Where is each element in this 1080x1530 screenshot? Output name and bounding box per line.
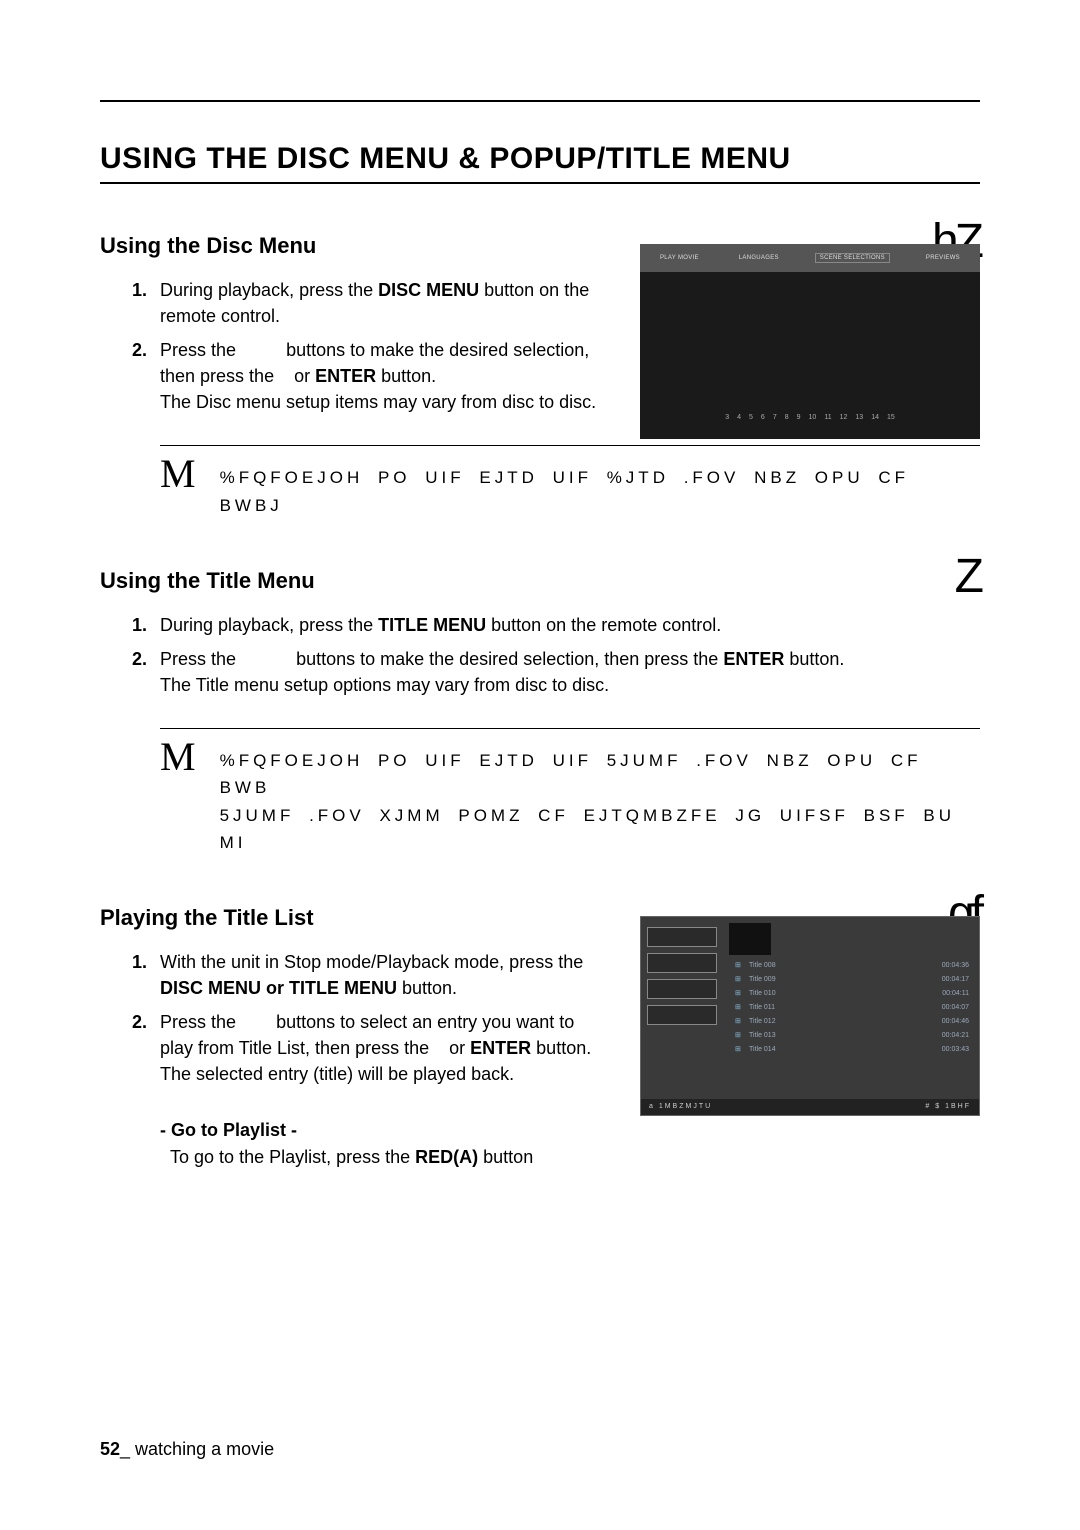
- title-menu-bold: TITLE MENU: [378, 615, 486, 635]
- playlist-bold: RED(A): [415, 1147, 478, 1167]
- title-list-heading: Playing the Title List: [100, 905, 314, 931]
- step-text: button.: [376, 366, 436, 386]
- n: 9: [797, 414, 801, 421]
- playlist-heading: - Go to Playlist -: [160, 1120, 297, 1140]
- note-text: %FQFOEJOH PO UIF EJTD UIF %JTD .FOV NBZ …: [220, 454, 980, 518]
- step-text: The Disc menu setup items may vary from …: [160, 392, 596, 412]
- enter-bold: ENTER: [470, 1038, 531, 1058]
- disc-tab: PREVIEWS: [922, 255, 964, 261]
- title-list-bold: DISC MENU or TITLE MENU: [160, 978, 397, 998]
- disc-menu-heading: Using the Disc Menu: [100, 233, 316, 259]
- step-number: 1.: [132, 949, 147, 975]
- step-number: 2.: [132, 1009, 147, 1035]
- title-row: ⊞Title 00800:04:36: [729, 959, 975, 973]
- note-row: M %FQFOEJOH PO UIF EJTD UIF %JTD .FOV NB…: [100, 454, 980, 518]
- note-divider: [160, 728, 980, 729]
- thumb: [647, 1005, 717, 1025]
- step-text: or: [289, 366, 315, 386]
- step-text: Press the: [160, 1012, 241, 1032]
- step-text: With the unit in Stop mode/Playback mode…: [160, 952, 583, 972]
- step-text: Press the: [160, 649, 241, 669]
- title-menu-steps: 1. During playback, press the TITLE MENU…: [100, 612, 980, 698]
- step-text: buttons to make the desired selection, t…: [291, 649, 723, 669]
- title-list-mock: eo ⊞Title 00800:04:36⊞Title 00900:04:17⊞…: [640, 916, 980, 1116]
- section-title-menu: Using the Title Menu Z 1. During playbac…: [100, 549, 980, 698]
- step-text: button.: [397, 978, 457, 998]
- playlist-block: - Go to Playlist - To go to the Playlist…: [100, 1117, 980, 1171]
- playlist-text: To go to the Playlist, press the: [170, 1147, 415, 1167]
- playlist-text: button: [478, 1147, 533, 1167]
- note-divider: [160, 445, 980, 446]
- main-heading: USING THE DISC MENU & POPUP/TITLE MENU: [100, 142, 980, 184]
- page-content: USING THE DISC MENU & POPUP/TITLE MENU U…: [0, 0, 1080, 1261]
- page-footer: 52_ watching a movie: [100, 1439, 274, 1460]
- note-text: %FQFOEJOH PO UIF EJTD UIF 5JUMF .FOV NBZ…: [220, 737, 980, 856]
- title-row: ⊞Title 01000:04:11: [729, 987, 975, 1001]
- n: 10: [809, 414, 817, 421]
- n: 5: [749, 414, 753, 421]
- section-title-list: Playing the Title List gf 1. With the un…: [100, 886, 980, 1171]
- n: 14: [871, 414, 879, 421]
- step-text: During playback, press the: [160, 280, 378, 300]
- title-row: ⊞Title 01300:04:21: [729, 1029, 975, 1043]
- n: 15: [887, 414, 895, 421]
- title-menu-heading: Using the Title Menu: [100, 568, 315, 594]
- mock-footer-right: # $ 1BHF: [925, 1103, 971, 1110]
- note-line: 5JUMF .FOV XJMM POMZ CF EJTQMBZFE JG UIF…: [220, 802, 980, 856]
- note-row: M %FQFOEJOH PO UIF EJTD UIF 5JUMF .FOV N…: [100, 737, 980, 856]
- disc-tab-selected: SCENE SELECTIONS: [815, 253, 890, 263]
- title-menu-indicator: Z: [955, 549, 980, 604]
- step-number: 1.: [132, 277, 147, 303]
- step-number: 2.: [132, 337, 147, 363]
- section-disc-menu: Using the Disc Menu hZ 1. During playbac…: [100, 214, 980, 415]
- disc-mock-tabs: PLAY MOVIE LANGUAGES SCENE SELECTIONS PR…: [640, 244, 980, 272]
- disc-tab: PLAY MOVIE: [656, 255, 703, 261]
- disc-menu-mock: PLAY MOVIE LANGUAGES SCENE SELECTIONS PR…: [640, 244, 980, 439]
- step-text: The selected entry (title) will be playe…: [160, 1064, 514, 1084]
- note-icon: M: [160, 454, 196, 494]
- n: 8: [785, 414, 789, 421]
- big-thumb: [729, 923, 771, 955]
- step-text: or: [444, 1038, 470, 1058]
- n: 7: [773, 414, 777, 421]
- step-text: button.: [784, 649, 844, 669]
- enter-bold: ENTER: [315, 366, 376, 386]
- footer-sep: _: [120, 1439, 135, 1459]
- disc-mock-nums: 3 4 5 6 7 8 9 10 11 12 13 14 15: [640, 414, 980, 421]
- mock-footer: a 1MBZMJTU # $ 1BHF: [641, 1099, 979, 1115]
- title-row: ⊞Title 01200:04:46: [729, 1015, 975, 1029]
- n: 3: [725, 414, 729, 421]
- n: 11: [824, 414, 831, 421]
- mock-left-thumbs: [647, 927, 717, 1031]
- n: 12: [840, 414, 848, 421]
- footer-label: watching a movie: [135, 1439, 274, 1459]
- step-text: Press the: [160, 340, 241, 360]
- step-text: button.: [531, 1038, 591, 1058]
- step-number: 2.: [132, 646, 147, 672]
- note-icon: M: [160, 737, 196, 777]
- title-row: ⊞Title 00900:04:17: [729, 973, 975, 987]
- title-list-steps: 1. With the unit in Stop mode/Playback m…: [100, 949, 600, 1087]
- thumb: [647, 953, 717, 973]
- mock-right-list: ⊞Title 00800:04:36⊞Title 00900:04:17⊞Tit…: [729, 923, 975, 1095]
- disc-menu-steps: 1. During playback, press the DISC MENU …: [100, 277, 600, 415]
- mock-footer-left: a 1MBZMJTU: [649, 1103, 712, 1110]
- disc-tab: LANGUAGES: [735, 255, 783, 261]
- n: 6: [761, 414, 765, 421]
- title-row: ⊞Title 01100:04:07: [729, 1001, 975, 1015]
- disc-menu-bold: DISC MENU: [378, 280, 479, 300]
- step-text: The Title menu setup options may vary fr…: [160, 675, 609, 695]
- step-text: During playback, press the: [160, 615, 378, 635]
- step-number: 1.: [132, 612, 147, 638]
- step-text: button on the remote control.: [486, 615, 721, 635]
- enter-bold: ENTER: [723, 649, 784, 669]
- n: 4: [737, 414, 741, 421]
- note-line: %FQFOEJOH PO UIF EJTD UIF 5JUMF .FOV NBZ…: [220, 751, 922, 797]
- page-number: 52: [100, 1439, 120, 1459]
- thumb: [647, 979, 717, 999]
- top-rule: [100, 100, 980, 102]
- n: 13: [855, 414, 863, 421]
- thumb: [647, 927, 717, 947]
- title-row: ⊞Title 01400:03:43: [729, 1043, 975, 1057]
